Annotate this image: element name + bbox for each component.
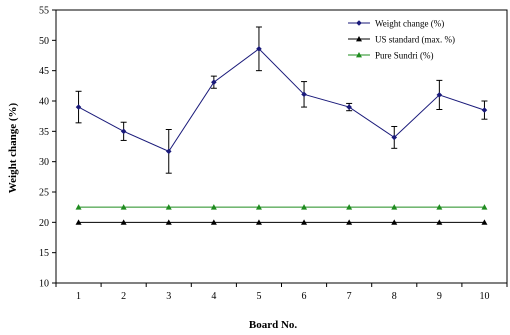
data-point bbox=[436, 92, 443, 98]
data-point bbox=[255, 204, 262, 210]
data-point bbox=[301, 219, 308, 225]
data-point bbox=[391, 134, 398, 141]
data-point bbox=[210, 219, 217, 225]
data-point bbox=[391, 204, 398, 210]
legend-marker bbox=[356, 20, 362, 26]
y-tick-label: 40 bbox=[39, 97, 49, 108]
data-point bbox=[481, 204, 488, 210]
data-point bbox=[346, 104, 352, 110]
y-axis-title: Weight change (%) bbox=[7, 102, 19, 193]
data-point bbox=[165, 148, 172, 155]
x-tick-label: 1 bbox=[76, 291, 81, 302]
legend-marker bbox=[356, 36, 362, 42]
x-tick-label: 3 bbox=[166, 291, 171, 302]
x-tick-label: 8 bbox=[392, 291, 397, 302]
series-layer bbox=[75, 26, 488, 225]
data-point bbox=[346, 204, 353, 210]
legend: Weight change (%) US standard (max. %) Pur… bbox=[348, 19, 455, 61]
x-axis: 1 2 3 4 5 6 7 8 9 10 bbox=[55, 283, 508, 302]
data-point bbox=[301, 91, 307, 98]
data-point bbox=[75, 219, 82, 225]
x-tick-label: 10 bbox=[479, 291, 489, 302]
legend-label: Weight change (%) bbox=[375, 19, 444, 29]
data-point bbox=[75, 104, 82, 110]
legend-item-2: US standard (max. %) bbox=[348, 35, 455, 45]
data-point bbox=[120, 204, 127, 210]
y-tick-label: 55 bbox=[39, 6, 49, 17]
legend-label: Pure Sundri (%) bbox=[375, 51, 434, 61]
data-point bbox=[301, 204, 308, 210]
data-point bbox=[255, 219, 262, 225]
x-tick-label: 4 bbox=[211, 291, 216, 302]
data-point bbox=[481, 219, 488, 225]
series-2 bbox=[75, 219, 488, 225]
data-point bbox=[346, 219, 353, 225]
y-tick-label: 25 bbox=[39, 188, 49, 199]
legend-label: US standard (max. %) bbox=[375, 35, 455, 45]
data-point bbox=[391, 219, 398, 225]
y-axis: 10 15 20 25 30 35 40 45 50 55 bbox=[39, 6, 56, 290]
y-tick-label: 50 bbox=[39, 36, 49, 47]
plot-border bbox=[55, 9, 508, 284]
y-tick-label: 10 bbox=[39, 279, 49, 290]
data-point bbox=[436, 219, 443, 225]
series-line bbox=[78, 48, 485, 152]
legend-item-1: Weight change (%) bbox=[348, 19, 444, 29]
x-axis-title: Board No. bbox=[249, 319, 298, 331]
legend-marker bbox=[356, 52, 362, 58]
data-point bbox=[165, 204, 172, 210]
y-tick-label: 45 bbox=[39, 66, 49, 77]
y-tick-label: 30 bbox=[39, 157, 49, 168]
plot-frame bbox=[55, 9, 508, 284]
series-1 bbox=[75, 26, 488, 174]
data-point bbox=[481, 107, 488, 113]
data-point bbox=[165, 219, 172, 225]
x-tick-label: 7 bbox=[347, 291, 352, 302]
x-tick-label: 2 bbox=[121, 291, 126, 302]
series-3 bbox=[75, 204, 488, 210]
legend-item-3: Pure Sundri (%) bbox=[348, 51, 434, 61]
data-point bbox=[75, 204, 82, 210]
y-tick-label: 15 bbox=[39, 248, 49, 259]
data-point bbox=[120, 128, 127, 135]
x-tick-label: 9 bbox=[437, 291, 442, 302]
y-tick-label: 20 bbox=[39, 218, 49, 229]
data-point bbox=[210, 204, 217, 210]
data-point bbox=[436, 204, 443, 210]
y-tick-label: 35 bbox=[39, 127, 49, 138]
x-tick-label: 6 bbox=[302, 291, 307, 302]
data-point bbox=[211, 79, 217, 85]
x-tick-label: 5 bbox=[256, 291, 261, 302]
data-point bbox=[120, 219, 127, 225]
data-point bbox=[256, 46, 262, 52]
